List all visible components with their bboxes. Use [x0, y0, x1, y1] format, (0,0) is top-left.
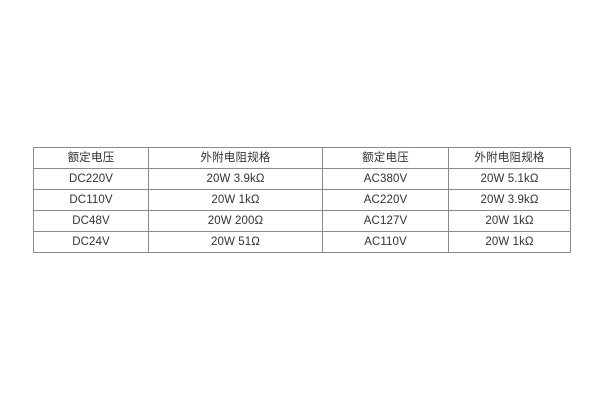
table-row: DC220V 20W 3.9kΩ AC380V 20W 5.1kΩ: [33, 168, 571, 190]
column-header-resistor-right: 外附电阻规格: [448, 147, 571, 169]
cell-voltage-left: DC220V: [33, 168, 149, 190]
cell-voltage-right-value: AC220V: [363, 194, 408, 206]
cell-resistor-right: 20W 1kΩ: [448, 231, 571, 253]
column-header-voltage-left-label: 额定电压: [67, 152, 115, 164]
spec-table-container: 额定电压 外附电阻规格 额定电压 外附电阻规格 DC220V 20W 3: [33, 147, 571, 253]
cell-voltage-right-value: AC380V: [363, 173, 408, 185]
cell-resistor-left-value: 20W 51Ω: [211, 236, 260, 248]
cell-voltage-left-value: DC110V: [69, 194, 113, 206]
table-row: DC110V 20W 1kΩ AC220V 20W 3.9kΩ: [33, 189, 571, 211]
cell-resistor-right: 20W 1kΩ: [448, 210, 571, 232]
cell-voltage-left: DC24V: [33, 231, 149, 253]
table-row: DC48V 20W 200Ω AC127V 20W 1kΩ: [33, 210, 571, 232]
cell-voltage-left-value: DC220V: [68, 173, 114, 185]
cell-voltage-left: DC48V: [33, 210, 149, 232]
cell-resistor-right-value: 20W 5.1kΩ: [480, 173, 539, 185]
table-row: DC24V 20W 51Ω AC110V 20W 1kΩ: [33, 231, 571, 253]
column-header-resistor-right-label: 外附电阻规格: [474, 152, 545, 164]
cell-voltage-left-value: DC24V: [72, 236, 110, 248]
cell-resistor-right: 20W 5.1kΩ: [448, 168, 571, 190]
cell-resistor-left: 20W 3.9kΩ: [148, 168, 323, 190]
cell-voltage-right: AC127V: [322, 210, 449, 232]
cell-resistor-right-value: 20W 1kΩ: [485, 236, 534, 248]
column-header-resistor-left-label: 外附电阻规格: [200, 152, 271, 164]
table-header: 额定电压 外附电阻规格 额定电压 外附电阻规格: [33, 147, 571, 169]
cell-voltage-left-value: DC48V: [72, 215, 110, 227]
cell-resistor-left: 20W 51Ω: [148, 231, 323, 253]
cell-resistor-right-value: 20W 1kΩ: [485, 215, 534, 227]
table-body: DC220V 20W 3.9kΩ AC380V 20W 5.1kΩ DC110V…: [33, 168, 571, 253]
cell-voltage-right-value: AC127V: [363, 215, 408, 227]
cell-resistor-left: 20W 200Ω: [148, 210, 323, 232]
column-header-voltage-right: 额定电压: [322, 147, 449, 169]
cell-resistor-left-value: 20W 200Ω: [207, 215, 264, 227]
cell-voltage-right-value: AC110V: [364, 236, 407, 248]
cell-resistor-left-value: 20W 1kΩ: [211, 194, 260, 206]
cell-voltage-left: DC110V: [33, 189, 149, 211]
cell-resistor-right: 20W 3.9kΩ: [448, 189, 571, 211]
cell-resistor-left-value: 20W 3.9kΩ: [206, 173, 265, 185]
table-header-row: 额定电压 外附电阻规格 额定电压 外附电阻规格: [33, 147, 571, 169]
cell-resistor-left: 20W 1kΩ: [148, 189, 323, 211]
column-header-resistor-left: 外附电阻规格: [148, 147, 323, 169]
cell-voltage-right: AC380V: [322, 168, 449, 190]
cell-voltage-right: AC110V: [322, 231, 449, 253]
column-header-voltage-right-label: 额定电压: [362, 152, 409, 164]
cell-resistor-right-value: 20W 3.9kΩ: [480, 194, 539, 206]
cell-voltage-right: AC220V: [322, 189, 449, 211]
external-resistor-specification-table: 额定电压 外附电阻规格 额定电压 外附电阻规格 DC220V 20W 3: [33, 147, 571, 253]
column-header-voltage-left: 额定电压: [33, 147, 149, 169]
